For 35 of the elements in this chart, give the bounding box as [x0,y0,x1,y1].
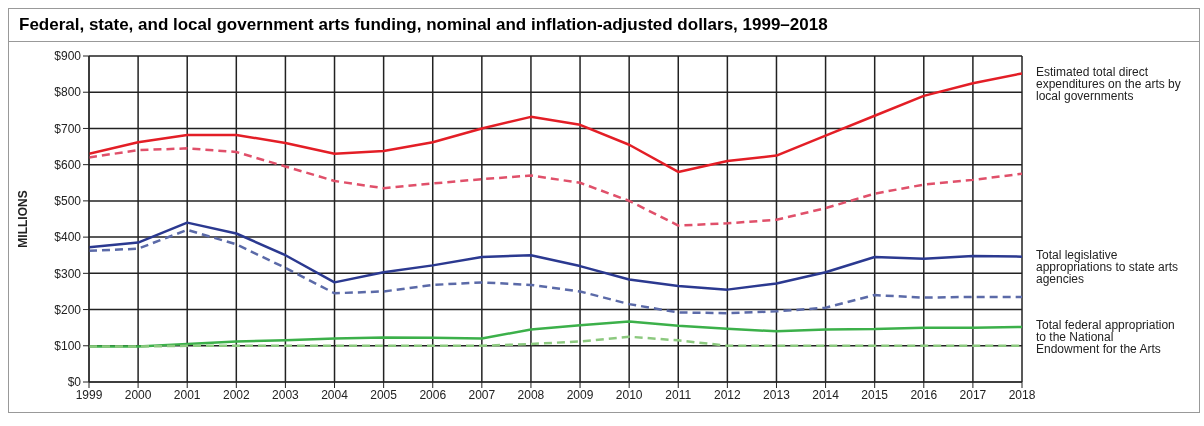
y-tick-label: $600 [54,157,82,172]
x-tick-label: 2001 [173,387,201,402]
x-tick-label: 2003 [272,387,300,402]
y-tick-label: $400 [54,230,82,245]
chart-title: Federal, state, and local government arts funding, nominal and inflation-adjusted dollars, 1999–2018 [9,9,1199,42]
x-tick-label: 2010 [615,387,643,402]
x-tick-label: 2017 [959,387,987,402]
y-tick-label: $300 [54,266,82,281]
x-tick-label: 2005 [370,387,398,402]
y-tick-label: $0 [67,375,82,390]
x-tick-label: 2007 [468,387,496,402]
y-tick-label: $800 [54,85,82,100]
series-label: Estimated total direct expenditures on the arts by local governments [1036,64,1181,103]
series-label: Total federal appropriation to the National Endowment for the Arts [1036,318,1175,357]
x-tick-label: 2013 [763,387,791,402]
y-tick-label: $900 [54,49,82,64]
x-tick-label: 2000 [124,387,152,402]
x-tick-label: 2015 [861,387,889,402]
y-tick-label: $200 [54,302,82,317]
y-axis-title: MILLIONS [16,190,31,248]
x-tick-label: 2016 [910,387,938,402]
x-tick-label: 2004 [321,387,349,402]
x-tick-label: 2018 [1008,387,1036,402]
y-tick-label: $100 [54,339,82,354]
x-tick-label: 2012 [714,387,742,402]
series-label: Total legislative appropriations to state arts agencies [1036,248,1179,287]
y-tick-label: $500 [54,194,82,209]
x-tick-label: 2009 [566,387,594,402]
y-tick-label: $700 [54,121,82,136]
x-tick-label: 2006 [419,387,447,402]
x-tick-label: 2008 [517,387,545,402]
x-tick-label: 2011 [665,387,692,402]
x-tick-label: 2014 [812,387,840,402]
x-tick-label: 2002 [222,387,250,402]
x-tick-label: 1999 [75,387,103,402]
